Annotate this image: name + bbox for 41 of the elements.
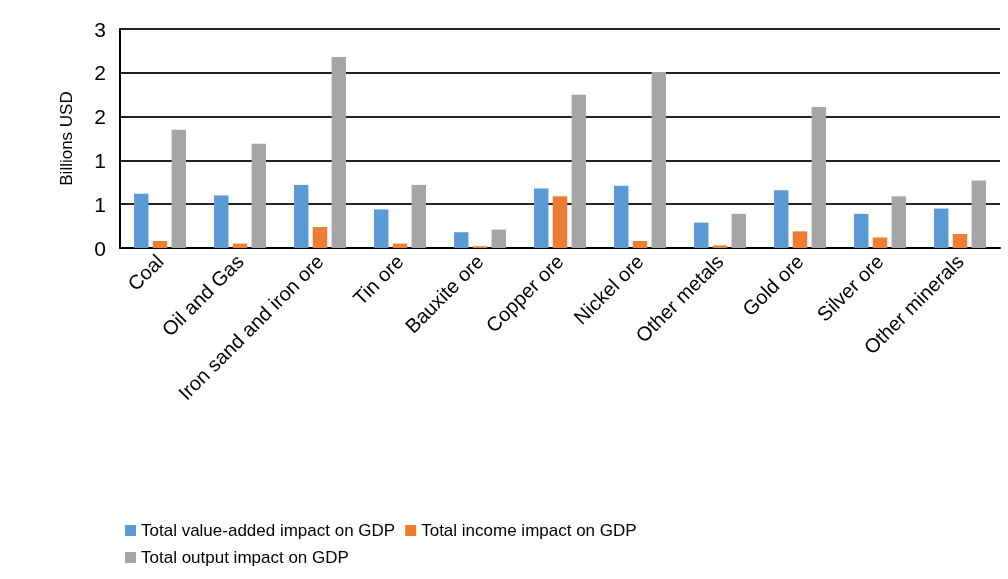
bar [934,208,949,248]
y-tick-label: 2 [94,105,106,129]
bar [891,196,906,248]
bar [712,245,728,248]
bar [294,184,309,248]
bar [454,232,469,248]
bar [632,240,648,248]
bar [214,195,229,248]
bar [571,94,586,248]
bar [134,193,149,248]
bar [491,229,506,248]
y-tick-label: 2 [94,61,106,85]
bar [251,143,266,248]
y-axis-title: Billions USD [57,91,76,186]
y-tick-label: 0 [94,236,106,260]
bar [614,185,629,248]
x-tick-label: Tin ore [348,250,408,310]
legend-label: Total output impact on GDP [141,548,349,567]
bar [411,184,426,248]
bar [312,226,328,248]
legend-label: Total income impact on GDP [421,521,637,540]
bar [872,237,888,248]
bar [952,233,968,248]
y-tick-label: 1 [94,148,106,172]
bar [971,180,986,248]
bar [731,213,746,248]
bar [152,240,168,248]
bar [792,231,808,248]
legend-label: Total value-added impact on GDP [141,521,396,540]
bar [854,213,869,248]
bar [694,222,709,248]
bar [374,209,389,248]
bar [651,71,666,248]
y-tick-label: 3 [94,17,106,41]
bar [552,196,568,248]
y-tick-label: 1 [94,192,106,216]
bar [811,106,826,248]
bar [331,57,346,248]
bar [534,188,549,248]
bar [774,190,789,248]
bar [171,129,186,248]
